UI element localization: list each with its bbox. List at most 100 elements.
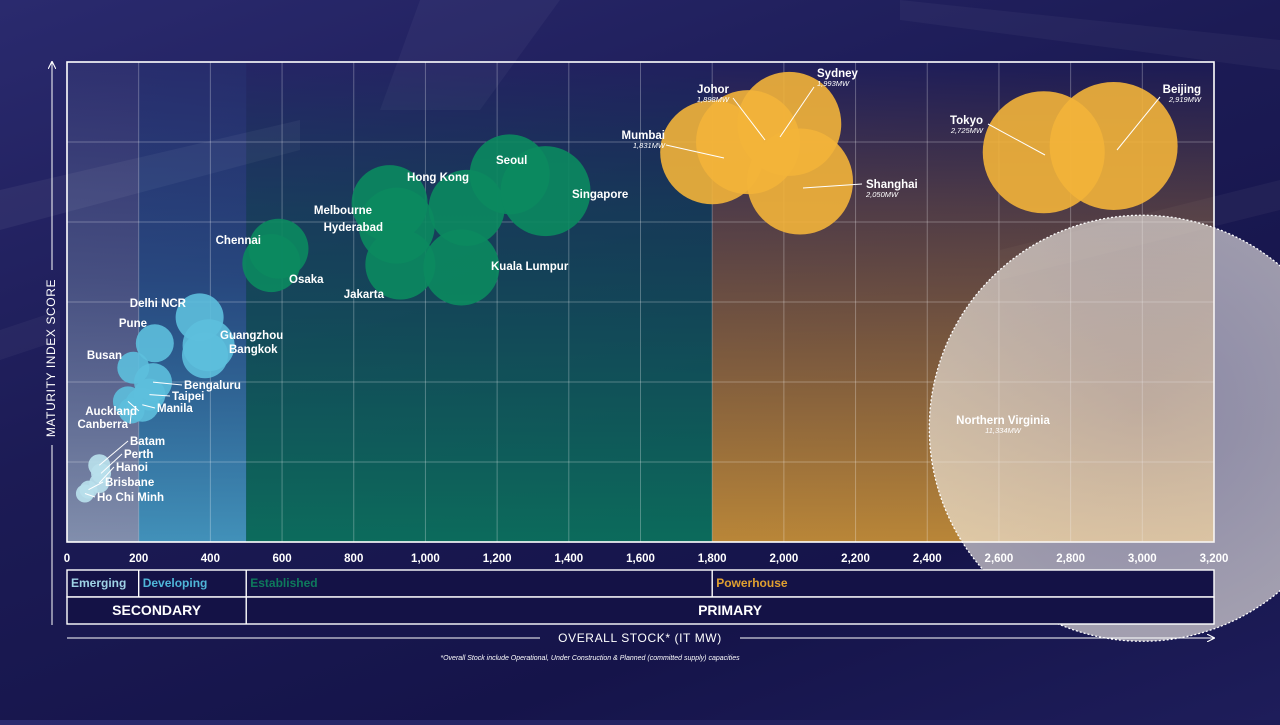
bubble-beijing — [1049, 82, 1178, 210]
bubble-label-chennai: Chennai — [216, 235, 261, 247]
x-tick-label: 2,600 — [985, 553, 1014, 565]
leader-shanghai — [802, 183, 863, 189]
leader-tokyo — [987, 123, 1046, 156]
bubble-label-hanoi: Hanoi — [116, 462, 148, 474]
bubble-label-seoul: Seoul — [496, 155, 527, 167]
bubble-label-canberra: Canberra — [78, 419, 129, 431]
bubble-label-delhi-ncr: Delhi NCR — [130, 298, 187, 310]
bubble-delhi-ncr — [175, 293, 224, 342]
x-tick-label: 3,000 — [1128, 553, 1157, 565]
bubble-mw-mumbai: 1,831MW — [633, 141, 666, 150]
bubble-label-brisbane: Brisbane — [105, 477, 154, 489]
bubble-mw-shanghai: 2,050MW — [865, 190, 899, 199]
leader-manila — [142, 404, 156, 409]
x-tick-label: 200 — [129, 553, 148, 565]
bubble-label-hong-kong: Hong Kong — [407, 172, 469, 184]
bubble-mw-tokyo: 2,725MW — [950, 126, 984, 135]
bubble-labels: Ho Chi Minh Brisbane HanoiPerthBatamCanber… — [78, 68, 1202, 504]
market-label-primary: PRIMARY — [698, 602, 763, 618]
bubble-singapore — [500, 146, 591, 237]
y-axis-title: MATURITY INDEX SCORE — [44, 62, 58, 625]
bubble-label-taipei: Taipei — [172, 391, 204, 403]
bubble-label-pune: Pune — [119, 318, 147, 330]
bubble-hyderabad — [358, 187, 435, 264]
y-axis-label: MATURITY INDEX SCORE — [44, 279, 58, 437]
x-tick-label: 1,600 — [626, 553, 655, 565]
leader-perth — [100, 453, 123, 474]
bubble-busan — [117, 351, 150, 384]
bubble-label-ho-chi-minh: Ho Chi Minh — [97, 492, 164, 504]
bubble-mw-sydney: 1,993MW — [817, 79, 850, 88]
bubble-label-melbourne: Melbourne — [314, 205, 372, 217]
tier-label-established: Established — [250, 576, 317, 590]
x-tick-labels: 0 200 400 600 800 1,000 1,200 1,400 1,600 1,800 2,… — [64, 553, 1229, 565]
leader-lines — [84, 86, 1161, 498]
x-tick-label: 0 — [64, 553, 70, 565]
bubble-label-shanghai: Shanghai — [866, 179, 918, 191]
bubble-pune — [135, 324, 174, 363]
bubble-label-kuala-lumpur: Kuala Lumpur — [491, 261, 569, 273]
bubble-mw-beijing: 2,919MW — [1168, 95, 1202, 104]
bubble-label-bengaluru: Bengaluru — [184, 380, 241, 392]
x-axis-label: OVERALL STOCK* (IT MW) — [558, 631, 722, 645]
market-row: SECONDARY PRIMARY — [66, 596, 1215, 625]
bubble-label-bangkok: Bangkok — [229, 344, 278, 356]
leader-mumbai — [665, 144, 725, 159]
x-tick-label: 1,200 — [483, 553, 512, 565]
bubble-shanghai — [747, 128, 854, 235]
bubble-label-guangzhou: Guangzhou — [220, 330, 283, 342]
x-tick-label: 400 — [201, 553, 220, 565]
x-tick-label: 1,400 — [554, 553, 583, 565]
bubble-label-batam: Batam — [130, 436, 165, 448]
tier-label-developing: Developing — [143, 576, 208, 590]
x-tick-label: 2,800 — [1056, 553, 1085, 565]
tier-row-frame — [66, 569, 1215, 598]
bubble-mw-johor: 1,898MW — [697, 95, 730, 104]
bubble-label-busan: Busan — [87, 350, 122, 362]
x-tick-label: 2,000 — [769, 553, 798, 565]
leader-brisbane — [88, 481, 104, 491]
market-label-secondary: SECONDARY — [112, 602, 202, 618]
leader-auckland — [127, 400, 140, 412]
tier-label-powerhouse: Powerhouse — [716, 576, 788, 590]
footnote: *Overall Stock include Operational, Unde… — [440, 655, 740, 662]
leader-bengaluru — [152, 381, 183, 386]
x-tick-label: 2,400 — [913, 553, 942, 565]
x-tick-label: 1,800 — [698, 553, 727, 565]
leader-batam — [98, 440, 129, 466]
leader-beijing — [1116, 96, 1161, 151]
leader-sydney — [779, 86, 815, 138]
bubble-kuala-lumpur — [423, 229, 500, 306]
tier-row: Emerging Developing Established Powerhouse — [66, 569, 1215, 598]
leader-taipei — [149, 394, 171, 397]
bubble-label-osaka: Osaka — [289, 274, 324, 286]
tier-label-emerging: Emerging — [71, 576, 126, 590]
bubble-label-singapore: Singapore — [572, 189, 628, 201]
bubble-chennai — [248, 218, 309, 279]
bubble-label-jakarta: Jakarta — [344, 289, 385, 301]
leader-johor — [732, 97, 766, 141]
bubble-northern-virginia — [928, 214, 1280, 642]
bubble-label-mumbai: Mumbai — [622, 130, 665, 142]
bubble-label-manila: Manila — [157, 403, 193, 415]
x-axis-title: OVERALL STOCK* (IT MW) *Overall Stock in… — [67, 631, 1214, 662]
x-tick-label: 2,200 — [841, 553, 870, 565]
x-tick-label: 800 — [344, 553, 363, 565]
bubble-label-auckland: Auckland — [85, 406, 137, 418]
bubble-label-beijing: Beijing — [1163, 84, 1201, 96]
bubble-label-northern-virginia: Northern Virginia — [956, 415, 1050, 427]
bubble-label-hyderabad: Hyderabad — [324, 222, 383, 234]
x-tick-label: 1,000 — [411, 553, 440, 565]
leader-hanoi — [98, 466, 115, 484]
bubble-label-perth: Perth — [124, 449, 153, 461]
bubble-mw-northern-virginia: 11,334MW — [985, 426, 1022, 435]
leader-ho-chi-minh — [84, 493, 96, 498]
bubble-label-johor: Johor — [697, 84, 729, 96]
bubble-label-sydney: Sydney — [817, 68, 859, 80]
market-row-frame — [66, 596, 1215, 625]
tier-band-established — [246, 62, 713, 542]
x-tick-label: 600 — [272, 553, 291, 565]
bubble-label-tokyo: Tokyo — [950, 115, 983, 127]
